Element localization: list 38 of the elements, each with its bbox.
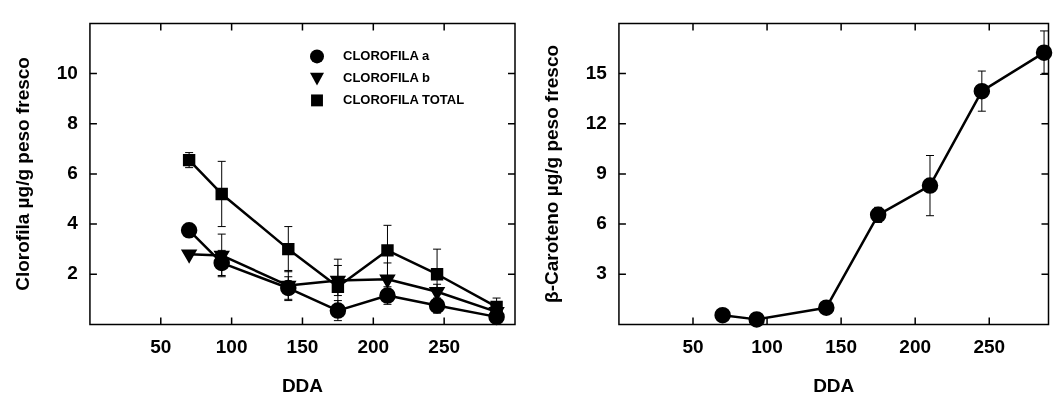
x-tick-label: 100 bbox=[751, 336, 783, 358]
point bbox=[379, 287, 396, 304]
y-axis-title: β-Caroteno µg/g peso fresco bbox=[540, 44, 562, 303]
point bbox=[381, 244, 394, 257]
point bbox=[714, 306, 731, 324]
y-tick-label: 10 bbox=[56, 61, 78, 83]
point bbox=[748, 311, 765, 328]
x-axis-title: DDA bbox=[813, 374, 855, 396]
point bbox=[869, 206, 887, 224]
x-tick-label: 150 bbox=[286, 336, 319, 358]
y-tick-label: 15 bbox=[585, 61, 608, 83]
y-tick-label: 2 bbox=[67, 262, 78, 284]
point bbox=[818, 299, 835, 316]
y-tick-label: 6 bbox=[596, 212, 607, 234]
x-tick-label: 200 bbox=[899, 336, 932, 358]
x-tick-label: 250 bbox=[973, 336, 1006, 358]
x-tick-label: 100 bbox=[215, 336, 248, 358]
y-tick-label: 8 bbox=[67, 111, 78, 133]
y-axis-title: Clorofila µg/g peso fresco bbox=[11, 57, 33, 291]
x-tick-label: 200 bbox=[357, 336, 390, 358]
point bbox=[181, 249, 197, 263]
legend-label: CLOROFILA TOTAL bbox=[343, 91, 465, 107]
y-tick-label: 3 bbox=[596, 262, 607, 284]
legend-label: CLOROFILA a bbox=[343, 47, 430, 63]
x-tick-label: 150 bbox=[825, 336, 857, 358]
y-tick-label: 9 bbox=[596, 162, 607, 184]
y-tick-label: 4 bbox=[67, 212, 79, 234]
y-tick-label: 12 bbox=[585, 111, 607, 133]
x-tick-label: 250 bbox=[428, 336, 461, 358]
x-axis-title: DDA bbox=[281, 374, 324, 396]
y-tick-label: 6 bbox=[67, 162, 78, 184]
x-tick-label: 50 bbox=[682, 336, 704, 358]
point bbox=[213, 254, 230, 272]
x-tick-label: 50 bbox=[150, 336, 172, 358]
point bbox=[215, 187, 228, 201]
point bbox=[973, 82, 991, 100]
legend-label: CLOROFILA b bbox=[343, 69, 430, 85]
point bbox=[180, 222, 198, 239]
